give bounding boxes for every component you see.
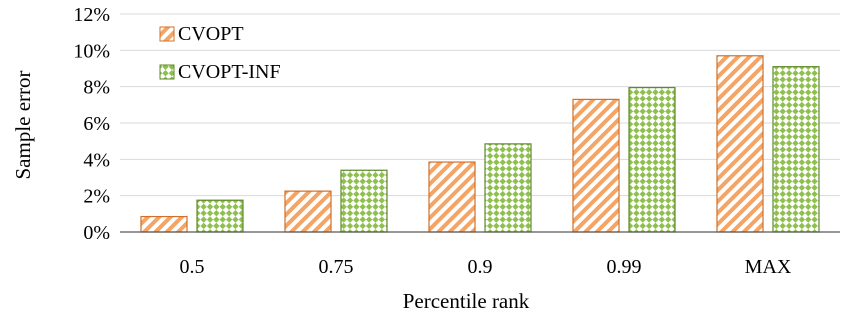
y-tick-label: 12% (73, 4, 110, 26)
legend-swatch (159, 64, 175, 80)
bar-cvopt-0-5 (140, 215, 188, 233)
x-tick-label: 0.5 (180, 256, 205, 278)
y-tick-label: 0% (83, 222, 110, 244)
x-tick-label: 0.99 (607, 256, 642, 278)
x-axis-ticks: 0.5 0.75 0.9 0.99 MAX (180, 256, 792, 278)
bar-cvopt-inf-0-99 (628, 86, 676, 233)
x-tick-label: MAX (745, 256, 792, 278)
legend-label: CVOPT (178, 23, 244, 45)
y-tick-label: 2% (83, 186, 110, 208)
bar-cvopt-0-75 (284, 190, 332, 233)
legend: CVOPT CVOPT-INF (159, 23, 281, 83)
bar-cvopt-inf-0-5 (196, 199, 244, 233)
bar-cvopt-0-9 (428, 161, 476, 233)
y-tick-label: 6% (83, 113, 110, 135)
x-tick-label: 0.9 (468, 256, 493, 278)
bars (140, 55, 820, 233)
bar-cvopt-inf-0-9 (484, 143, 532, 233)
y-tick-label: 8% (83, 77, 110, 99)
bar-cvopt-inf-max (772, 66, 820, 233)
legend-label: CVOPT-INF (178, 61, 281, 83)
y-tick-label: 10% (73, 40, 110, 62)
bar-cvopt-0-99 (572, 98, 620, 233)
legend-swatch (159, 26, 175, 42)
bar-cvopt-max (716, 55, 764, 233)
x-tick-label: 0.75 (319, 256, 354, 278)
y-axis-ticks: 0% 2% 4% 6% 8% 10% 12% (73, 4, 110, 244)
y-axis-title: Sample error (11, 70, 35, 179)
x-axis-title: Percentile rank (403, 289, 530, 313)
bar-cvopt-inf-0-75 (340, 169, 388, 233)
y-tick-label: 4% (83, 149, 110, 171)
